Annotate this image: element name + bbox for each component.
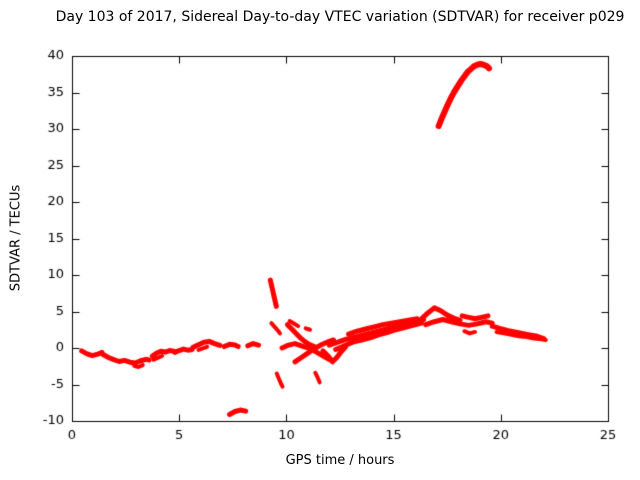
x-axis-label: GPS time / hours — [285, 453, 395, 468]
chart-title: Day 103 of 2017, Sidereal Day-to-day VTE… — [55, 9, 625, 25]
y-axis-label: SDTVAR / TECUs — [8, 184, 24, 292]
